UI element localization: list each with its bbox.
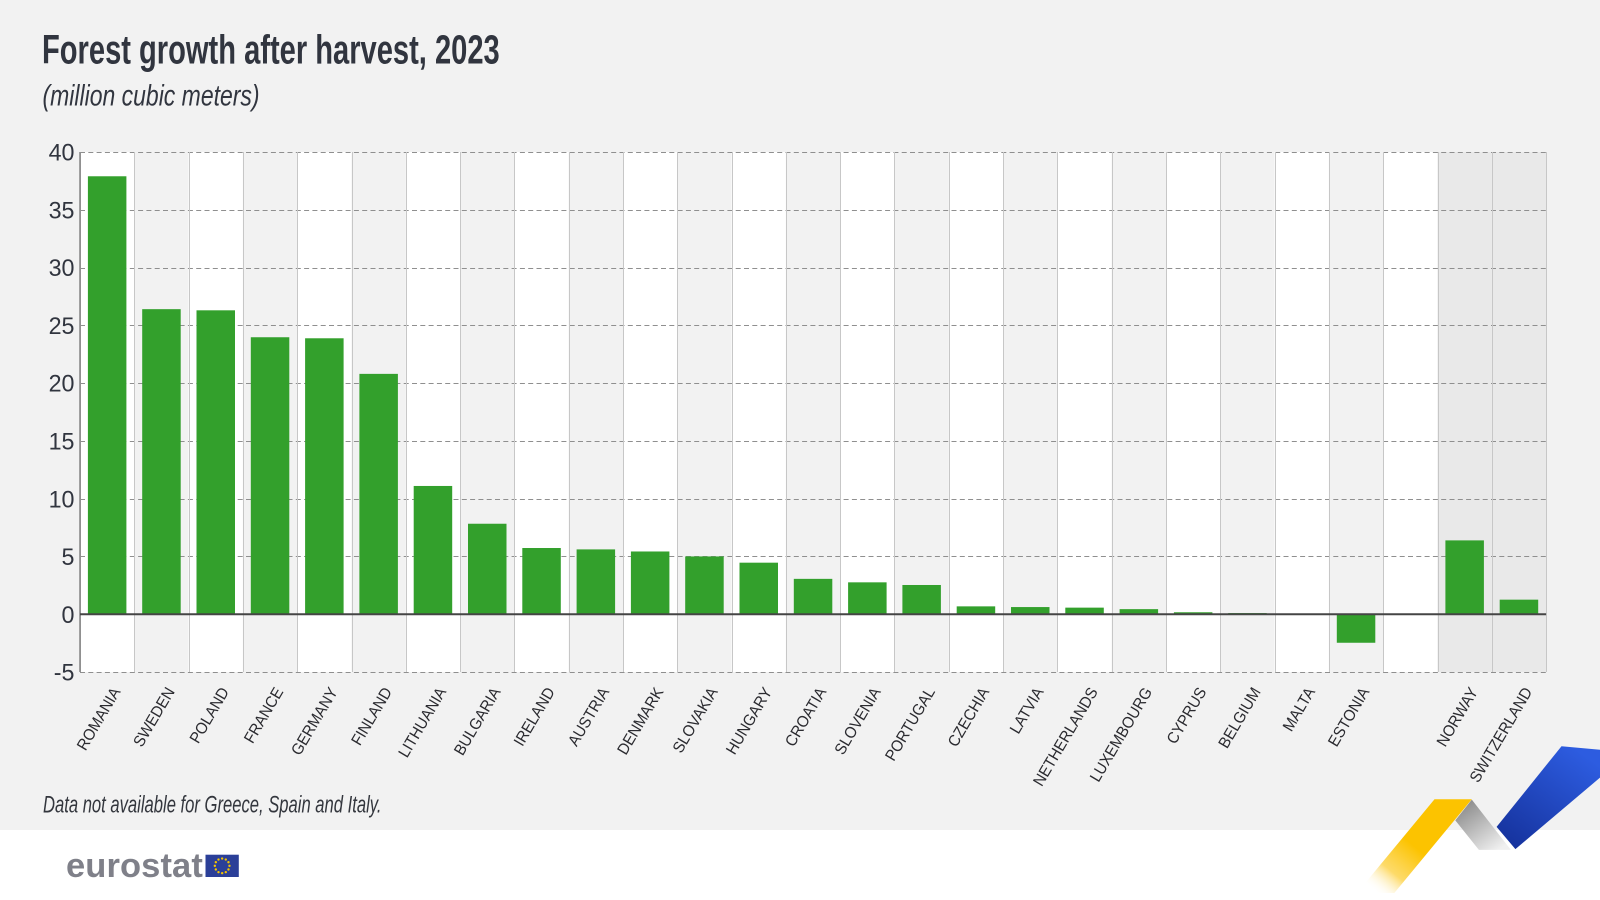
svg-text:15: 15 — [49, 429, 75, 455]
svg-text:30: 30 — [49, 256, 75, 282]
svg-text:40: 40 — [49, 140, 75, 166]
svg-text:20: 20 — [49, 371, 75, 397]
svg-text:0: 0 — [62, 603, 75, 629]
svg-text:Forest growth after harvest, 2: Forest growth after harvest, 2023 — [42, 27, 500, 73]
svg-text:35: 35 — [49, 198, 75, 224]
svg-text:5: 5 — [62, 545, 75, 571]
svg-text:Data not available for Greece,: Data not available for Greece, Spain and… — [43, 792, 381, 819]
svg-text:(million cubic meters): (million cubic meters) — [43, 79, 260, 113]
svg-text:eurostat: eurostat — [66, 847, 203, 885]
svg-text:25: 25 — [49, 314, 75, 340]
svg-text:10: 10 — [49, 487, 75, 513]
svg-text:-5: -5 — [54, 660, 75, 686]
